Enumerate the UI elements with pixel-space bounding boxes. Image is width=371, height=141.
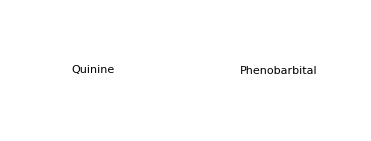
Text: Phenobarbital: Phenobarbital xyxy=(239,66,317,75)
Text: Quinine: Quinine xyxy=(71,66,114,75)
